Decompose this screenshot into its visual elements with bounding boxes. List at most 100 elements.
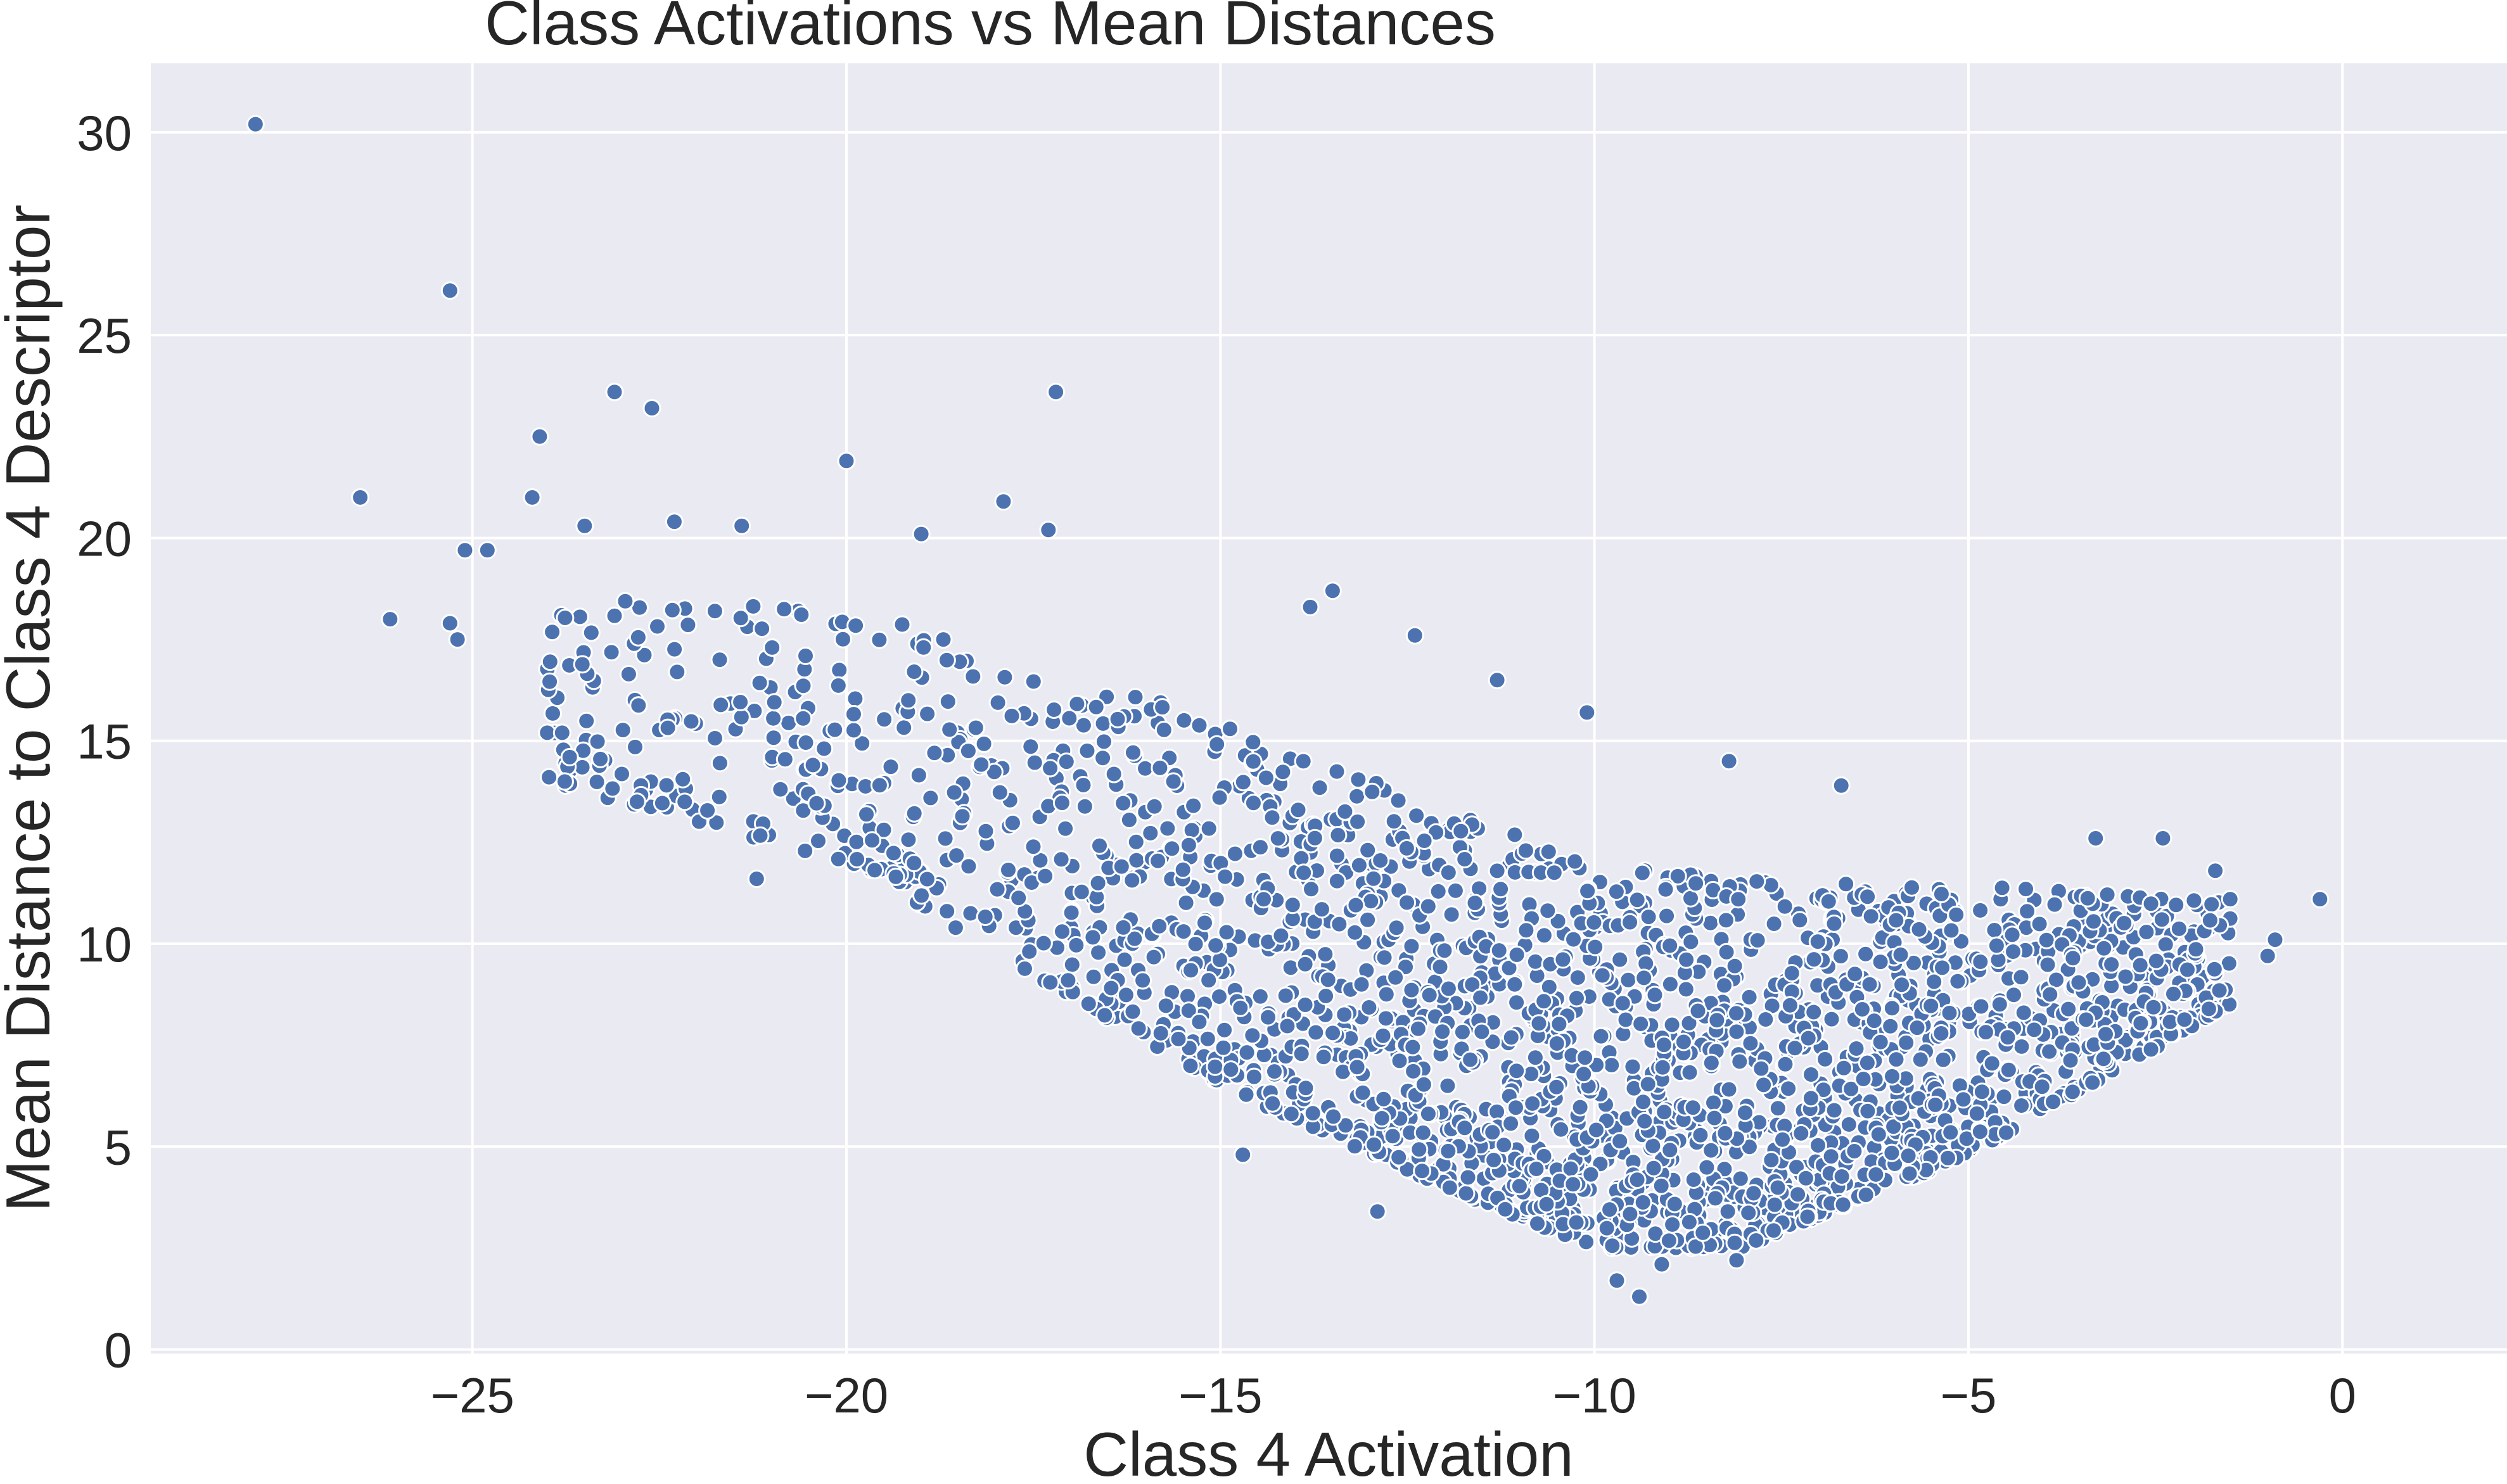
data-points [246,115,2330,1306]
data-point [1899,1146,1918,1165]
data-point [1403,1037,1422,1056]
data-point [1502,1028,1521,1047]
data-point [1832,776,1851,795]
data-point [1387,918,1406,937]
data-point [815,739,834,758]
data-point [1822,1010,1841,1029]
data-point [1420,986,1439,1005]
data-point [1215,1020,1234,1039]
data-point [1545,863,1564,882]
data-point [1336,1116,1355,1135]
data-point [1364,869,1383,888]
data-point [1837,875,1856,894]
data-point [1439,863,1458,882]
data-point [1785,1039,1804,1058]
data-point [964,667,983,686]
data-point [2017,880,2035,899]
data-point [1747,1231,1766,1250]
data-point [2037,930,2056,949]
data-point [886,867,905,886]
data-point [1634,1093,1652,1112]
data-point [744,597,763,616]
data-point [881,758,900,777]
data-point [751,826,770,845]
data-point [2095,939,2114,958]
data-point [1244,733,1263,752]
data-point [2137,923,2156,941]
data-point [1856,1186,1875,1204]
data-point [1715,976,1733,995]
data-point [1419,1105,1438,1124]
data-point [1967,1104,1986,1123]
data-point [1374,1089,1393,1108]
data-point [1765,1195,1784,1214]
data-point [1866,1165,1885,1184]
data-point [1587,1120,1605,1139]
data-point [1442,905,1461,924]
data-point [1221,720,1239,739]
data-point [732,516,751,535]
data-point [1074,776,1093,794]
data-point [1234,773,1253,792]
data-point [1407,806,1426,825]
x-tick-label: −15 [1178,1367,1262,1423]
data-point [1990,995,2009,1014]
data-point [1809,1136,1827,1155]
data-point [846,616,865,635]
data-point [2167,896,2186,915]
data-point [1776,1055,1795,1074]
data-point [1718,1202,1737,1221]
data-point [2131,956,2150,975]
y-tick-label: 25 [77,308,132,364]
data-point [994,492,1013,511]
data-point [1383,1127,1402,1146]
data-point [1104,764,1123,783]
data-point [1419,897,1438,916]
data-point [934,630,953,649]
data-point [1068,695,1087,713]
data-point [1547,1077,1566,1096]
data-point [1633,863,1652,882]
data-point [1740,987,1759,1006]
data-point [1925,972,1944,991]
data-point [1633,1193,1652,1212]
data-point [1574,1065,1593,1084]
data-point [1156,996,1175,1015]
data-point [1362,892,1381,911]
data-point [1177,893,1196,912]
data-point [2102,955,2121,974]
data-point [1488,861,1507,880]
plot-area [151,63,2507,1354]
data-point [710,650,729,669]
data-point [2186,940,2205,959]
data-point [1697,1158,1716,1177]
data-point [938,692,957,711]
data-point [874,820,893,839]
data-point [1335,1005,1354,1024]
data-point [1639,908,1658,927]
data-point [917,870,936,889]
data-point [1645,986,1664,1005]
data-point [2045,895,2064,914]
data-point [523,488,542,507]
data-point [673,770,692,789]
data-point [588,732,607,751]
data-point [1908,1018,1927,1037]
data-point [1592,1027,1611,1046]
data-point [731,693,750,711]
data-point [1705,1108,1724,1127]
data-point [731,609,750,628]
data-point [1871,953,1890,972]
data-point [577,711,596,730]
data-point [1084,967,1103,986]
data-point [653,794,672,813]
data-point [1310,778,1329,797]
data-point [2077,1010,2096,1029]
data-point [1993,878,2012,897]
data-point [1306,1023,1325,1042]
data-point [2003,925,2022,944]
data-point [706,729,724,747]
data-point [974,734,993,753]
data-point [1871,1032,1890,1051]
